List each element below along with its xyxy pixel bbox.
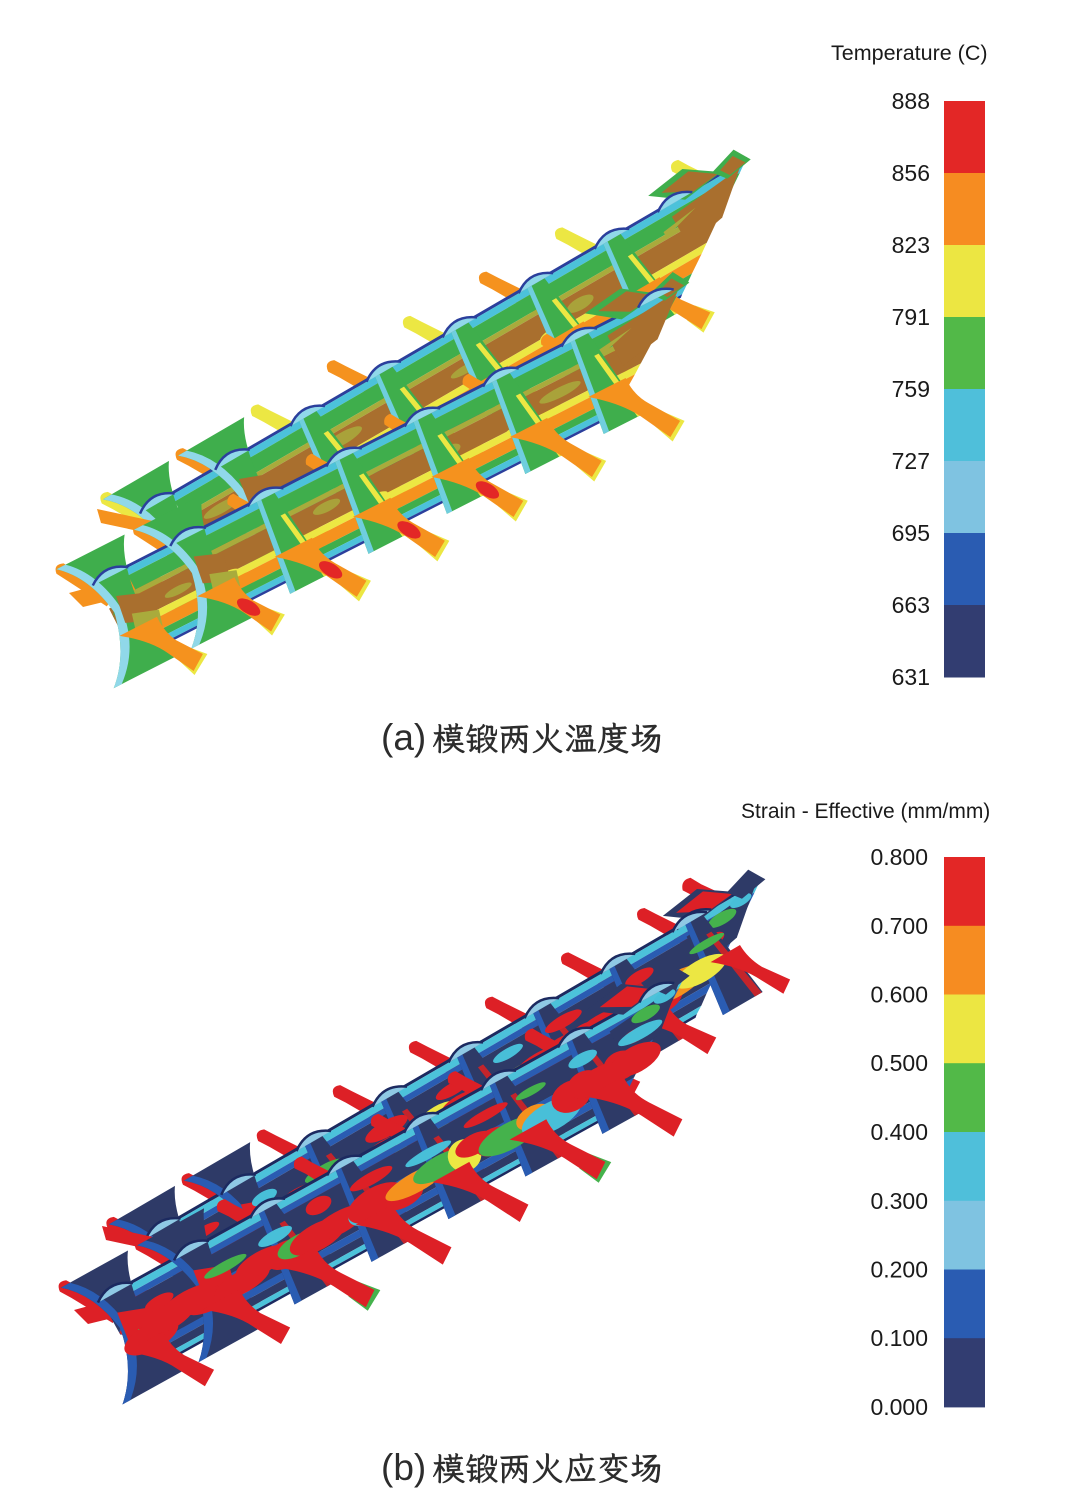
svg-text:0.000: 0.000 [870, 1394, 928, 1420]
svg-text:0.200: 0.200 [870, 1257, 928, 1283]
svg-text:727: 727 [892, 448, 930, 474]
svg-text:0.600: 0.600 [870, 982, 928, 1008]
svg-text:695: 695 [892, 520, 930, 546]
svg-text:0.800: 0.800 [870, 844, 928, 870]
svg-text:(b): (b) [381, 1447, 426, 1488]
svg-text:791: 791 [892, 304, 930, 330]
svg-text:0.100: 0.100 [870, 1325, 928, 1351]
svg-text:Strain - Effective (mm/mm): Strain - Effective (mm/mm) [741, 800, 990, 823]
svg-text:0.500: 0.500 [870, 1050, 928, 1076]
svg-text:0.700: 0.700 [870, 913, 928, 939]
svg-text:823: 823 [892, 232, 930, 258]
svg-text:759: 759 [892, 376, 930, 402]
svg-text:856: 856 [892, 160, 930, 186]
svg-text:(a): (a) [381, 717, 426, 758]
svg-text:0.400: 0.400 [870, 1119, 928, 1145]
svg-text:0.300: 0.300 [870, 1188, 928, 1214]
svg-text:Temperature (C): Temperature (C) [831, 41, 988, 65]
svg-text:631: 631 [892, 664, 930, 690]
svg-text:888: 888 [892, 88, 930, 114]
svg-text:663: 663 [892, 592, 930, 618]
